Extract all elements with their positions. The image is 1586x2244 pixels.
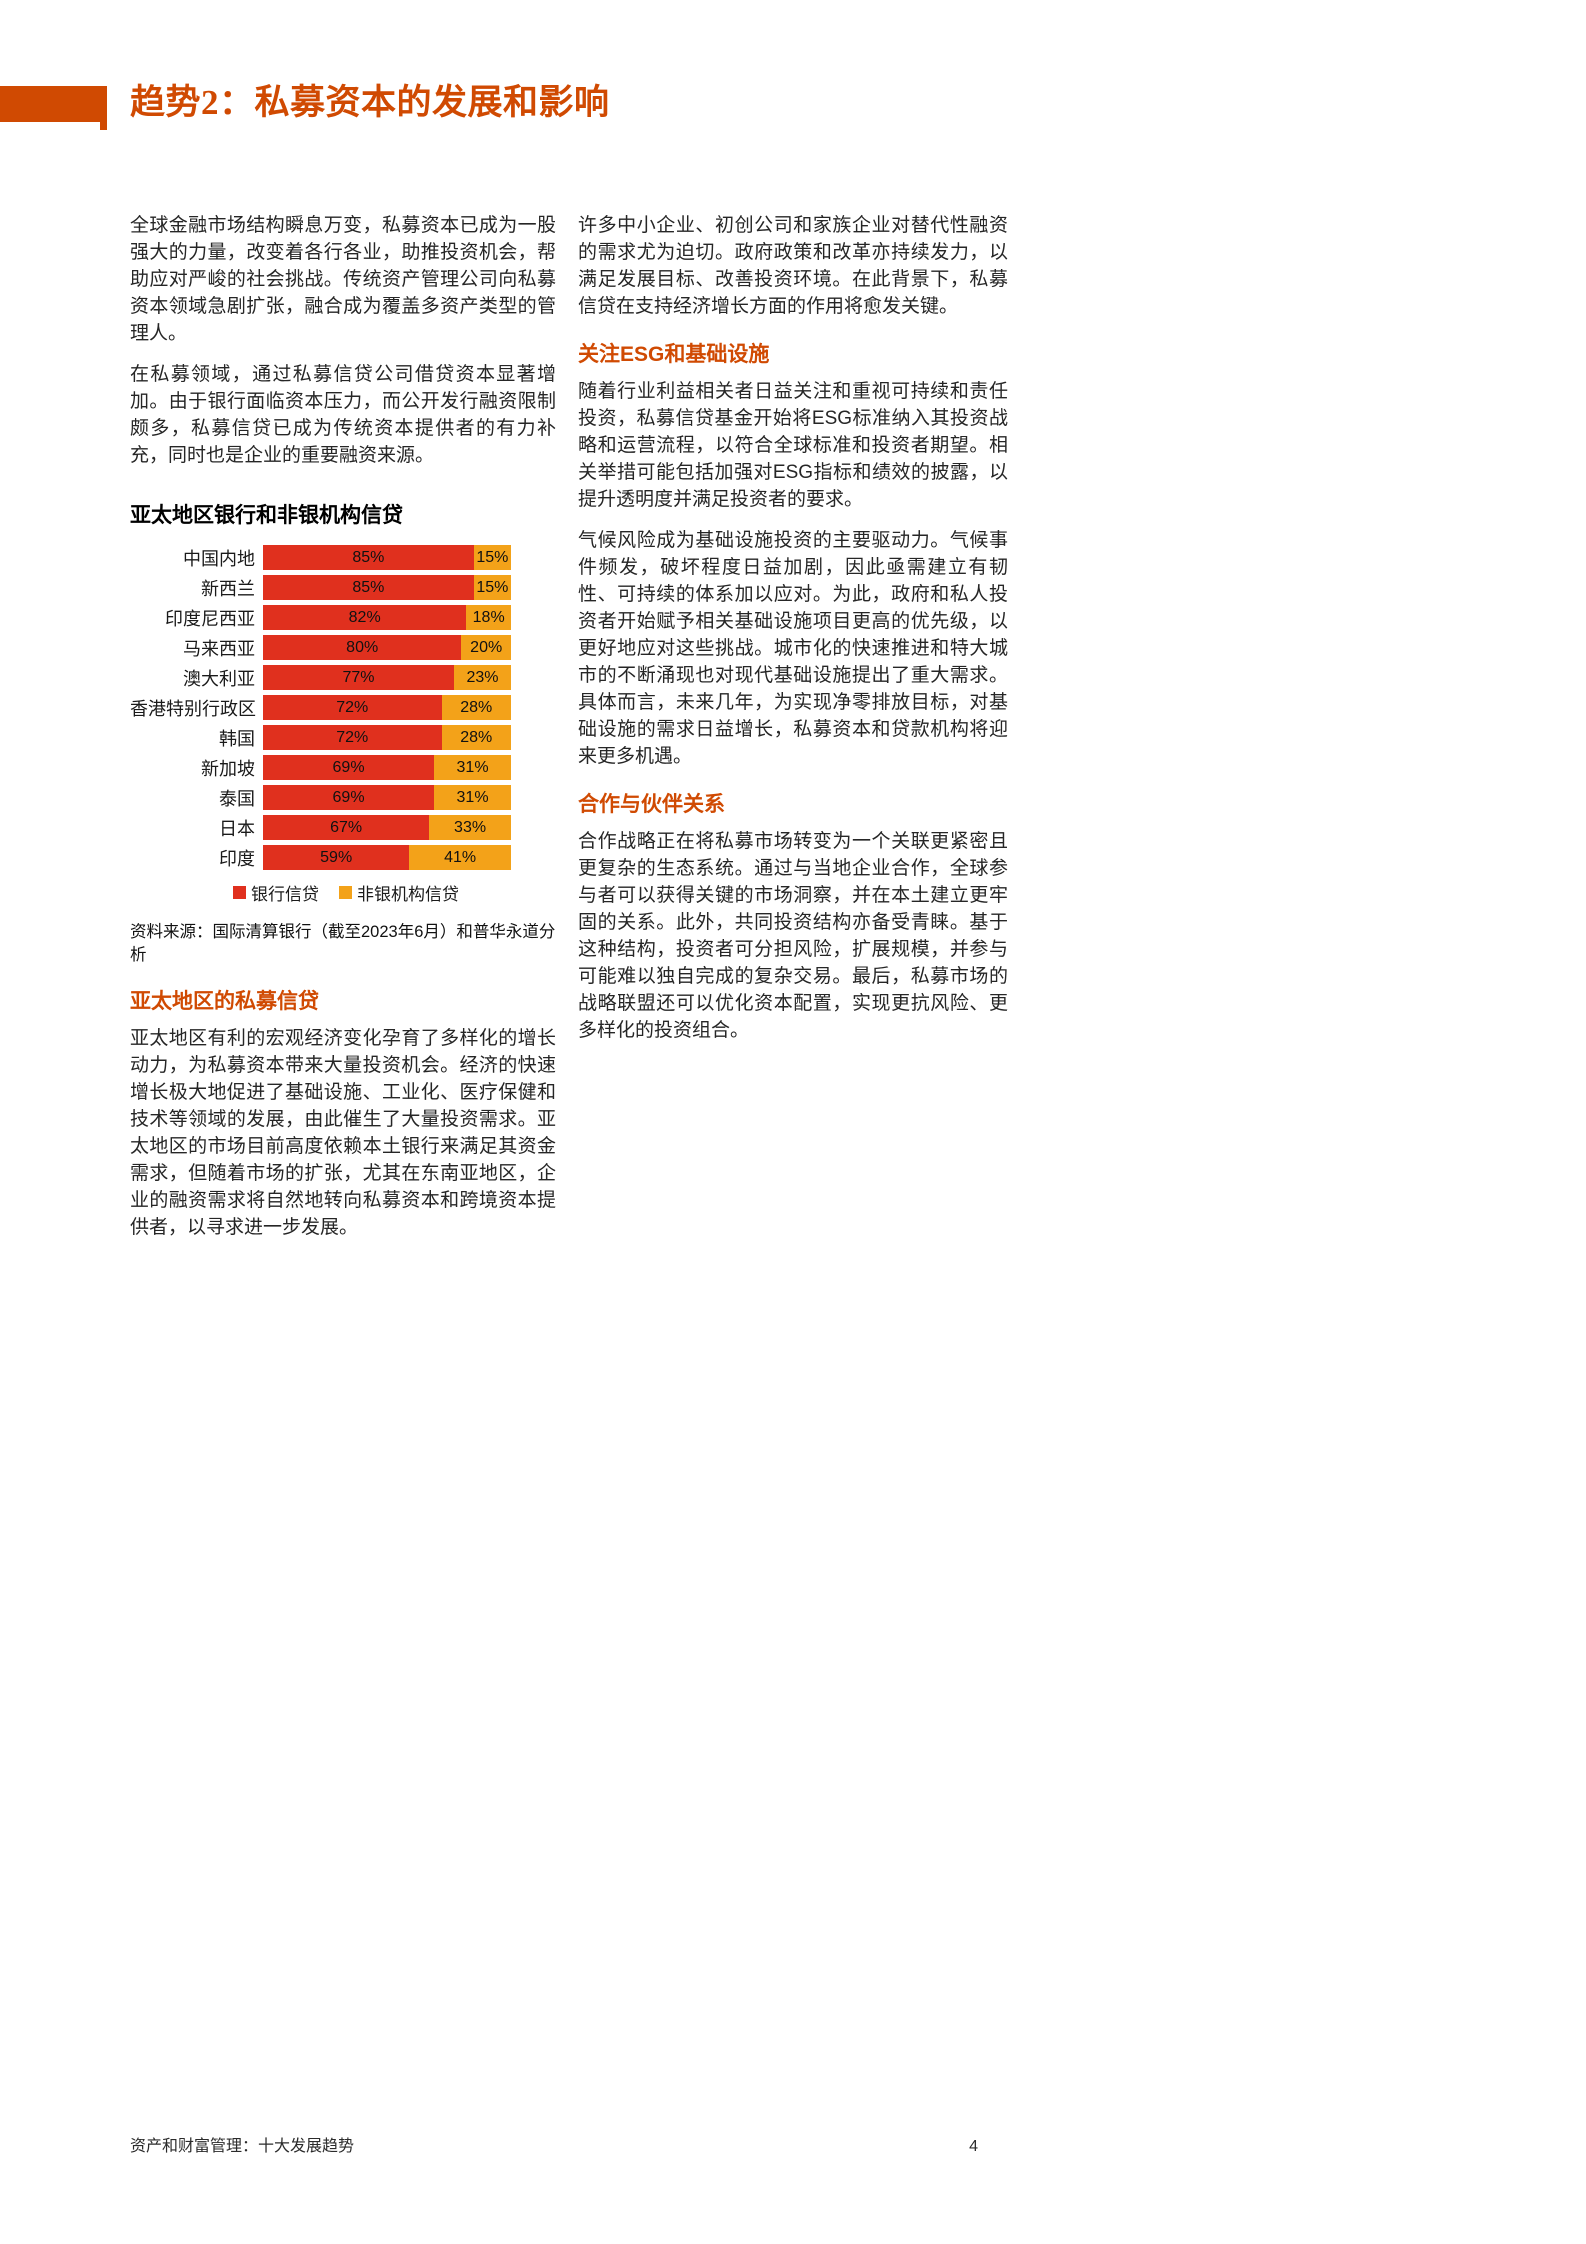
bar-segment-bank: 59% (263, 845, 410, 870)
chart-row: 印度 59% 41% (130, 845, 556, 870)
bar-segment-nonbank: 15% (473, 545, 511, 570)
chart-source: 资料来源：国际清算银行（截至2023年6月）和普华永道分析 (130, 923, 556, 964)
intro-paragraph-2: 在私募领域，通过私募信贷公司借贷资本显著增加。由于银行面临资本压力，而公开发行融… (130, 364, 556, 466)
bar-segment-nonbank: 28% (441, 695, 511, 720)
stacked-bar: 85% 15% (263, 575, 511, 600)
chart-row: 泰国 69% 31% (130, 785, 556, 810)
title-accent-notch (100, 86, 107, 130)
bar-segment-bank: 72% (263, 725, 442, 750)
bar-category-label: 印度尼西亚 (165, 608, 255, 629)
chart-row: 中国内地 85% 15% (130, 545, 556, 570)
bar-category-label: 新加坡 (201, 758, 255, 779)
chart-title: 亚太地区银行和非银机构信贷 (130, 504, 403, 527)
section-heading-esg-infrastructure: 关注ESG和基础设施 (578, 343, 770, 366)
bar-category-label: 香港特别行政区 (130, 698, 256, 719)
chart-legend: 银行信贷 非银机构信贷 (233, 880, 556, 905)
bar-segment-bank: 85% (263, 575, 474, 600)
bar-category-label: 中国内地 (183, 548, 255, 569)
apac-private-credit-paragraph: 亚太地区有利的宏观经济变化孕育了多样化的增长动力，为私募资本带来大量投资机会。经… (130, 1028, 556, 1238)
bar-segment-nonbank: 28% (441, 725, 511, 750)
bar-segment-bank: 69% (263, 785, 435, 810)
section-heading-partnership: 合作与伙伴关系 (578, 793, 725, 816)
stacked-bar: 67% 33% (263, 815, 511, 840)
left-column: 全球金融市场结构瞬息万变，私募资本已成为一股强大的力量，改变着各行各业，助推投资… (130, 212, 556, 1255)
bar-segment-nonbank: 41% (409, 845, 511, 870)
bar-segment-bank: 72% (263, 695, 442, 720)
chart-rows: 中国内地 85% 15% 新西兰 85% 15% 印度尼西亚 82% 18% 马来西亚 80% 20%… (130, 545, 556, 870)
stacked-bar: 82% 18% (263, 605, 511, 630)
right-intro-paragraph: 许多中小企业、初创公司和家族企业对替代性融资的需求尤为迫切。政府政策和改革亦持续… (578, 215, 1008, 317)
bar-segment-nonbank: 31% (434, 755, 511, 780)
legend-swatch-icon (339, 886, 352, 899)
chart-row: 日本 67% 33% (130, 815, 556, 840)
bar-segment-nonbank: 33% (429, 815, 511, 840)
legend-swatch-icon (233, 886, 246, 899)
partnership-paragraph: 合作战略正在将私募市场转变为一个关联更紧密且更复杂的生态系统。通过与当地企业合作… (578, 831, 1008, 1041)
footer-page-number: 4 (969, 2138, 978, 2155)
chart-row: 马来西亚 80% 20% (130, 635, 556, 660)
credit-chart: 亚太地区银行和非银机构信贷 中国内地 85% 15% 新西兰 85% 15% 印度尼西亚 82… (130, 499, 556, 967)
esg-paragraph-2: 气候风险成为基础设施投资的主要驱动力。气候事件频发，破坏程度日益加剧，因此亟需建… (578, 530, 1008, 767)
bar-segment-bank: 85% (263, 545, 474, 570)
bar-segment-bank: 77% (263, 665, 454, 690)
stacked-bar: 59% 41% (263, 845, 511, 870)
chart-row: 印度尼西亚 82% 18% (130, 605, 556, 630)
stacked-bar: 80% 20% (263, 635, 511, 660)
intro-paragraph-1: 全球金融市场结构瞬息万变，私募资本已成为一股强大的力量，改变着各行各业，助推投资… (130, 215, 556, 344)
page-title: 趋势2：私募资本的发展和影响 (130, 83, 610, 122)
bar-category-label: 韩国 (219, 728, 255, 749)
chart-row: 新加坡 69% 31% (130, 755, 556, 780)
legend-label: 银行信贷 (251, 885, 319, 904)
bar-segment-bank: 67% (263, 815, 430, 840)
bar-category-label: 日本 (219, 818, 255, 839)
title-accent-bar (0, 86, 100, 122)
bar-segment-bank: 82% (263, 605, 467, 630)
stacked-bar: 85% 15% (263, 545, 511, 570)
section-heading-apac-private-credit: 亚太地区的私募信贷 (130, 990, 319, 1013)
footer-report-title: 资产和财富管理：十大发展趋势 (130, 2138, 355, 2155)
stacked-bar: 72% 28% (263, 725, 511, 750)
stacked-bar: 72% 28% (263, 695, 511, 720)
bar-segment-nonbank: 15% (473, 575, 511, 600)
page-footer: 资产和财富管理：十大发展趋势 4 (130, 2132, 978, 2156)
legend-label: 非银机构信贷 (357, 885, 459, 904)
bar-category-label: 印度 (219, 848, 255, 869)
bar-segment-nonbank: 23% (453, 665, 511, 690)
legend-item: 银行信贷 (233, 880, 319, 905)
chart-row: 澳大利亚 77% 23% (130, 665, 556, 690)
bar-segment-nonbank: 18% (466, 605, 511, 630)
esg-paragraph-1: 随着行业利益相关者日益关注和重视可持续和责任投资，私募信贷基金开始将ESG标准纳… (578, 381, 1008, 510)
bar-category-label: 泰国 (219, 788, 255, 809)
stacked-bar: 77% 23% (263, 665, 511, 690)
bar-segment-nonbank: 31% (434, 785, 511, 810)
chart-row: 香港特别行政区 72% 28% (130, 695, 556, 720)
bar-category-label: 澳大利亚 (183, 668, 255, 689)
bar-segment-bank: 69% (263, 755, 435, 780)
bar-category-label: 马来西亚 (183, 638, 255, 659)
legend-item: 非银机构信贷 (339, 880, 459, 905)
right-column: 许多中小企业、初创公司和家族企业对替代性融资的需求尤为迫切。政府政策和改革亦持续… (578, 212, 1008, 1058)
chart-row: 新西兰 85% 15% (130, 575, 556, 600)
bar-category-label: 新西兰 (201, 578, 255, 599)
bar-segment-bank: 80% (263, 635, 462, 660)
stacked-bar: 69% 31% (263, 755, 511, 780)
stacked-bar: 69% 31% (263, 785, 511, 810)
chart-row: 韩国 72% 28% (130, 725, 556, 750)
bar-segment-nonbank: 20% (461, 635, 511, 660)
